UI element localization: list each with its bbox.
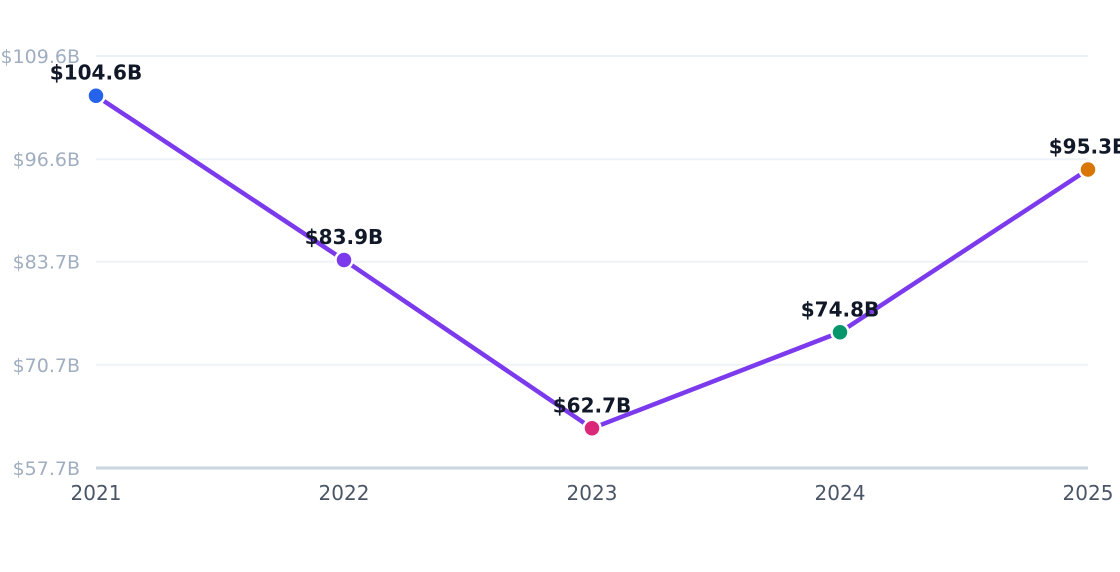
x-tick-label: 2023 — [567, 481, 618, 505]
x-tick-label: 2024 — [815, 481, 866, 505]
x-axis-ticks: 2021 2022 2023 2024 2025 — [71, 481, 1114, 505]
data-point — [334, 250, 354, 270]
gridlines — [96, 55, 1088, 366]
data-labels: $104.6B $83.9B $62.7B $74.8B $95.3B — [50, 61, 1120, 418]
data-label: $62.7B — [553, 393, 632, 417]
data-point — [830, 322, 850, 343]
y-tick-label: $70.7B — [13, 355, 80, 377]
data-label: $104.6B — [50, 61, 142, 85]
data-label: $74.8B — [801, 297, 880, 321]
data-label: $95.3B — [1049, 135, 1120, 159]
x-tick-label: 2025 — [1063, 481, 1114, 505]
y-tick-label: $96.6B — [13, 149, 80, 171]
x-tick-label: 2022 — [319, 481, 370, 505]
data-point — [86, 85, 106, 106]
y-tick-label: $109.6B — [0, 46, 80, 68]
data-point — [582, 418, 602, 439]
data-label: $83.9B — [305, 225, 384, 249]
y-tick-label: $57.7B — [13, 458, 80, 480]
data-points — [86, 85, 1098, 439]
x-tick-label: 2021 — [71, 481, 122, 505]
y-tick-label: $83.7B — [13, 252, 80, 274]
y-axis-ticks: $57.7B $70.7B $83.7B $96.6B $109.6B — [0, 46, 80, 480]
data-point — [1078, 159, 1098, 180]
